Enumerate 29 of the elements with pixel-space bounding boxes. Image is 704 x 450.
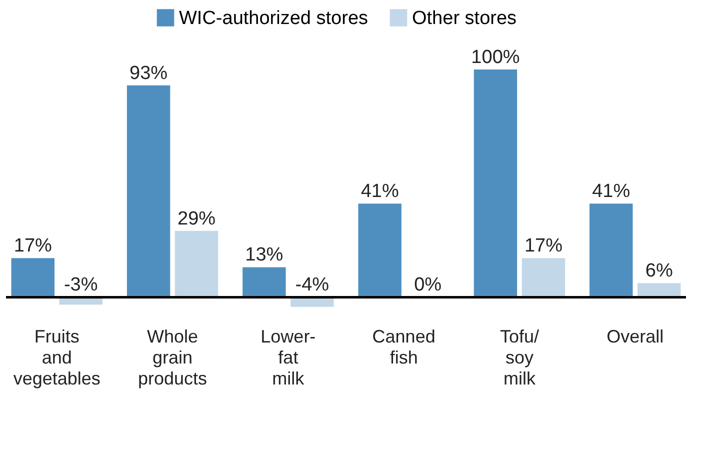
data-label: 29% — [178, 208, 216, 230]
data-label: -3% — [64, 274, 98, 296]
x-tick-label: Tofu/soy milk — [500, 326, 539, 388]
x-tick-label: Fruits and vegetables — [13, 326, 100, 388]
data-label: 93% — [130, 62, 168, 84]
bar — [174, 230, 218, 298]
bar — [11, 258, 55, 298]
bar — [474, 70, 518, 298]
legend-label: Other stores — [412, 8, 517, 29]
bar — [590, 204, 633, 298]
bar — [242, 267, 286, 298]
legend-label: WIC-authorized stores — [179, 8, 368, 29]
data-label: 41% — [360, 181, 399, 202]
data-label: 17% — [14, 236, 52, 257]
x-tick-label: Overall — [606, 326, 664, 346]
bar — [522, 258, 566, 298]
data-label: 0% — [414, 274, 442, 296]
data-label: 6% — [645, 260, 673, 282]
x-tick-label: Lower-fat milk — [260, 326, 316, 388]
data-label: -4% — [295, 274, 330, 296]
bar — [358, 204, 402, 298]
x-tick-label: Whole grain products — [138, 326, 208, 388]
data-label: 100% — [471, 47, 520, 68]
bar — [126, 85, 170, 298]
data-label: 13% — [245, 244, 284, 266]
data-label: 17% — [524, 236, 563, 257]
x-tick-label: Canned fish — [372, 326, 436, 368]
data-label: 41% — [592, 181, 630, 202]
bar — [637, 283, 681, 298]
